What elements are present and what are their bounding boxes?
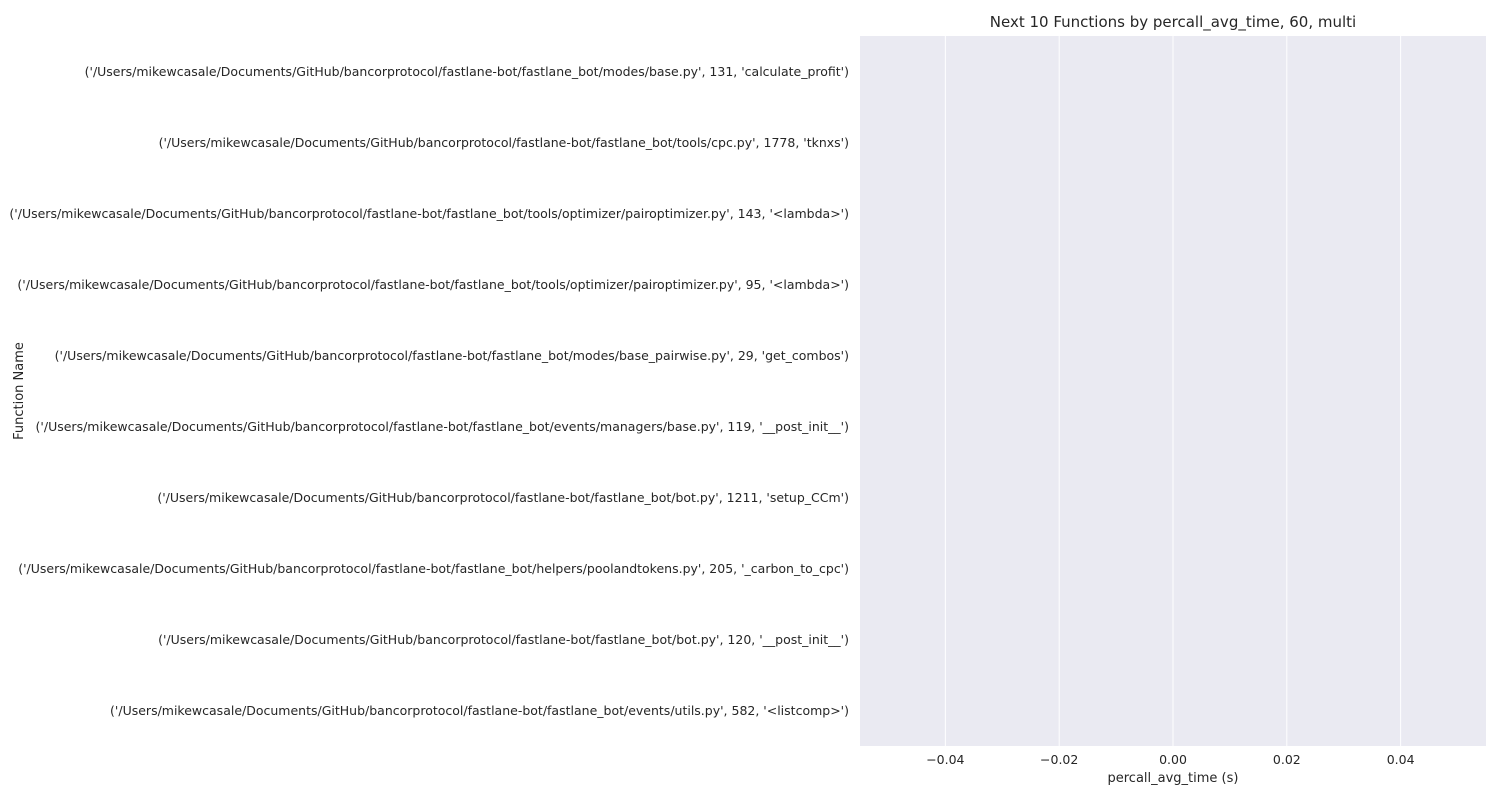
y-tick-label: ('/Users/mikewcasale/Documents/GitHub/ba… <box>158 632 849 647</box>
y-tick-label: ('/Users/mikewcasale/Documents/GitHub/ba… <box>110 703 849 718</box>
grid-lines <box>944 36 1402 746</box>
y-tick-label: ('/Users/mikewcasale/Documents/GitHub/ba… <box>17 277 849 292</box>
y-tick-label: ('/Users/mikewcasale/Documents/GitHub/ba… <box>55 348 849 363</box>
x-tick-label: 0.00 <box>1159 752 1187 767</box>
y-tick-label: ('/Users/mikewcasale/Documents/GitHub/ba… <box>157 490 849 505</box>
x-axis-title: percall_avg_time (s) <box>1108 771 1239 786</box>
y-tick-label: ('/Users/mikewcasale/Documents/GitHub/ba… <box>159 135 849 150</box>
x-tick-labels: −0.04 −0.02 0.00 0.02 0.04 <box>926 752 1414 767</box>
y-tick-labels: ('/Users/mikewcasale/Documents/GitHub/ba… <box>9 64 849 718</box>
y-axis-title: Function Name <box>12 342 27 440</box>
y-tick-label: ('/Users/mikewcasale/Documents/GitHub/ba… <box>85 64 849 79</box>
x-tick-label: 0.02 <box>1273 752 1301 767</box>
y-tick-label: ('/Users/mikewcasale/Documents/GitHub/ba… <box>9 206 849 221</box>
x-tick-label: 0.04 <box>1387 752 1415 767</box>
y-tick-label: ('/Users/mikewcasale/Documents/GitHub/ba… <box>36 419 849 434</box>
x-tick-label: −0.02 <box>1040 752 1078 767</box>
chart-title: Next 10 Functions by percall_avg_time, 6… <box>990 13 1356 32</box>
y-tick-label: ('/Users/mikewcasale/Documents/GitHub/ba… <box>18 561 849 576</box>
x-tick-label: −0.04 <box>926 752 964 767</box>
